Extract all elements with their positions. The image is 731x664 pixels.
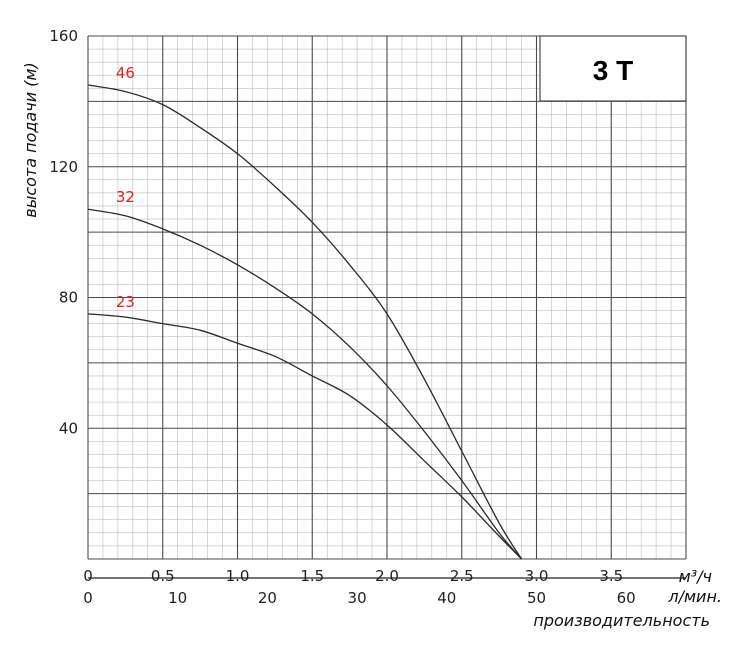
x-axis-label: производительность bbox=[533, 611, 710, 630]
x-tick-label-secondary: 50 bbox=[527, 589, 546, 607]
x-tick-label: 2.5 bbox=[450, 567, 474, 585]
curve-23 bbox=[87, 313, 523, 560]
curve-label-46: 46 bbox=[116, 64, 135, 82]
x-tick-label: 0 bbox=[83, 567, 93, 585]
x-tick-label: 3.0 bbox=[525, 567, 549, 585]
x-unit-primary: м³/ч bbox=[679, 567, 712, 586]
x-tick-label: 0.5 bbox=[151, 567, 175, 585]
x-tick-label: 3.5 bbox=[599, 567, 623, 585]
x-tick-label-secondary: 30 bbox=[348, 589, 367, 607]
x-tick-label-secondary: 60 bbox=[617, 589, 636, 607]
curve-32 bbox=[87, 208, 523, 560]
y-tick-label: 120 bbox=[49, 158, 78, 176]
x-tick-labels-lmin: 0 10 20 30 40 50 60 bbox=[83, 589, 636, 607]
curves bbox=[87, 84, 523, 560]
y-tick-label: 160 bbox=[49, 27, 78, 45]
model-title: 3 T bbox=[593, 55, 633, 86]
x-tick-label: 1.5 bbox=[300, 567, 324, 585]
curve-46 bbox=[87, 84, 523, 560]
y-axis-label: высота подачи (м) bbox=[21, 62, 40, 217]
x-tick-label-secondary: 40 bbox=[437, 589, 456, 607]
y-tick-label: 80 bbox=[59, 289, 78, 307]
model-title-box: 3 T bbox=[539, 35, 687, 102]
x-tick-label-secondary: 0 bbox=[83, 589, 93, 607]
x-tick-label-secondary: 20 bbox=[258, 589, 277, 607]
curve-label-32: 32 bbox=[116, 188, 135, 206]
x-tick-label: 2.0 bbox=[375, 567, 399, 585]
curve-label-23: 23 bbox=[116, 293, 135, 311]
grid-major bbox=[87, 35, 687, 560]
y-tick-labels: 40 80 120 160 bbox=[49, 27, 78, 437]
x-unit-secondary: л/мин. bbox=[667, 587, 722, 606]
x-tick-label-secondary: 10 bbox=[168, 589, 187, 607]
x-tick-label: 1.0 bbox=[226, 567, 250, 585]
curve-labels: 46 32 23 bbox=[116, 64, 135, 311]
y-tick-label: 40 bbox=[59, 419, 78, 437]
x-tick-labels-m3h: 0 0.5 1.0 1.5 2.0 2.5 3.0 3.5 bbox=[83, 567, 623, 585]
